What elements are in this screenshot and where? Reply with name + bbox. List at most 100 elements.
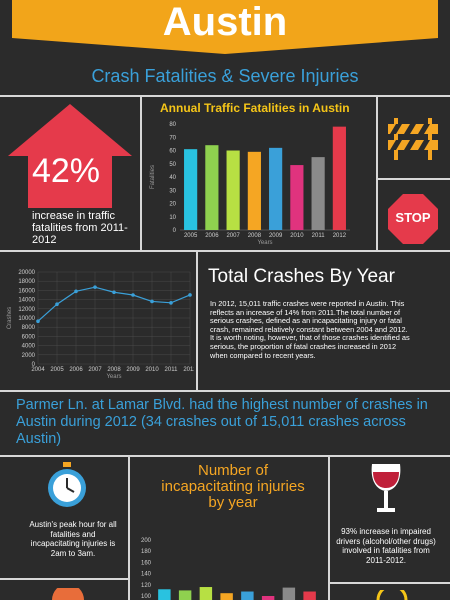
x-tick-label: 2012 <box>333 233 347 239</box>
x-axis-label: Years <box>106 374 121 380</box>
y-tick-label: 12000 <box>18 307 35 313</box>
x-tick-label: 2011 <box>312 233 326 239</box>
data-point <box>36 319 40 324</box>
total-crashes-line-chart: 0 2000 4000 6000 8000 10000 12000 14000 16000 180… <box>7 270 194 380</box>
x-tick-label: 2004 <box>31 367 45 373</box>
y-tick-label: 100 <box>141 594 152 600</box>
bar <box>158 589 171 600</box>
y-axis-label: Fatalities <box>150 165 156 189</box>
divider <box>376 178 450 180</box>
divider <box>0 578 128 580</box>
y-tick-label: 20000 <box>18 270 35 276</box>
y-tick-label: 8000 <box>22 325 36 331</box>
bar <box>178 590 192 600</box>
y-tick-label: 120 <box>141 583 152 589</box>
stopwatch-icon <box>48 462 86 507</box>
divider <box>0 250 450 252</box>
divider <box>330 582 450 584</box>
divider <box>0 390 450 392</box>
y-tick-label: 80 <box>169 122 176 128</box>
y-tick-label: 0 <box>173 228 177 234</box>
x-tick-label: 2006 <box>205 233 219 239</box>
bar <box>247 151 261 230</box>
up-arrow-icon <box>8 104 132 208</box>
title-banner <box>12 0 438 54</box>
total-crashes-text: In 2012, 15,011 traffic crashes were rep… <box>210 299 410 360</box>
x-tick-label: 2005 <box>50 367 64 373</box>
y-tick-label: 200 <box>141 538 152 544</box>
x-tick-label: 2012 <box>183 367 194 373</box>
data-point <box>169 301 173 305</box>
data-point <box>188 293 192 297</box>
wine-glass-icon <box>371 464 401 512</box>
peak-hour-text: Austin's peak hour for all fatalities an… <box>29 520 117 558</box>
stop-sign-label: STOP <box>395 210 431 225</box>
y-tick-label: 60 <box>169 149 176 155</box>
bar <box>199 587 213 600</box>
section-title: Crash Fatalities & Severe Injuries <box>91 66 359 86</box>
bar <box>311 157 325 230</box>
y-tick-label: 20 <box>169 202 176 208</box>
data-point <box>131 293 135 297</box>
x-tick-label: 2007 <box>226 233 240 239</box>
bar <box>205 145 219 230</box>
incapacitating-chart-title: Number of incapacitating injuries by yea… <box>161 462 305 511</box>
data-point <box>93 285 97 289</box>
y-tick-label: 180 <box>141 549 152 555</box>
impaired-drivers-text: 93% increase in impaired drivers (alcoho… <box>336 527 436 565</box>
x-tick-label: 2010 <box>290 233 304 239</box>
bar <box>332 126 346 230</box>
y-tick-label: 140 <box>141 572 152 578</box>
bar <box>184 149 198 230</box>
x-tick-label: 2008 <box>107 367 121 373</box>
divider <box>376 95 378 250</box>
y-tick-label: 70 <box>169 135 176 141</box>
fatalities-bar-chart: 0 10 20 30 40 50 60 70 80 2005 2006 2007 2008 2009 201… <box>150 122 350 246</box>
x-tick-label: 2005 <box>184 233 198 239</box>
y-tick-label: 30 <box>169 188 176 194</box>
bar <box>261 596 275 600</box>
bar <box>226 150 240 230</box>
bar <box>290 165 304 230</box>
barricade-icon <box>388 118 438 160</box>
y-axis-label: Crashes <box>7 307 13 329</box>
y-tick-label: 10000 <box>18 316 35 322</box>
bar <box>241 591 254 600</box>
partial-circle-icon <box>52 588 84 600</box>
fatalities-chart-title: Annual Traffic Fatalities in Austin <box>160 101 350 115</box>
y-tick-label: 0 <box>32 362 36 368</box>
y-tick-label: 14000 <box>18 298 35 304</box>
y-tick-label: 160 <box>141 560 152 566</box>
stop-sign-icon <box>388 194 438 244</box>
x-tick-label: 2011 <box>165 367 179 373</box>
x-tick-label: 2007 <box>88 367 102 373</box>
data-point <box>74 289 78 294</box>
y-tick-label: 16000 <box>18 288 35 294</box>
y-tick-label: 50 <box>169 162 176 168</box>
y-tick-label: 2000 <box>22 353 36 359</box>
data-point <box>150 299 154 304</box>
increase-caption: increase in traffic fatalities from 2011… <box>32 210 128 246</box>
x-tick-label: 2008 <box>248 233 262 239</box>
data-point <box>112 290 116 295</box>
bar <box>282 587 296 600</box>
y-tick-label: 18000 <box>18 279 35 285</box>
x-tick-label: 2010 <box>145 367 159 373</box>
parmer-lamar-text: Parmer Ln. at Lamar Blvd. had the highes… <box>16 397 428 447</box>
divider <box>128 457 130 600</box>
divider <box>0 95 450 97</box>
increase-percent: 42% <box>31 152 101 190</box>
x-tick-label: 2009 <box>126 367 140 373</box>
bar <box>269 147 283 230</box>
bar <box>303 591 316 600</box>
divider <box>0 455 450 457</box>
page-title: Austin <box>162 0 288 44</box>
y-tick-label: 10 <box>169 215 176 221</box>
data-point <box>55 302 59 306</box>
divider <box>196 252 198 390</box>
x-tick-label: 2006 <box>69 367 83 373</box>
divider <box>140 95 142 250</box>
partial-circle-icon <box>376 590 408 600</box>
divider <box>328 457 330 600</box>
incapacitating-bar-chart: 100 120 140 160 180 200 <box>141 538 316 600</box>
